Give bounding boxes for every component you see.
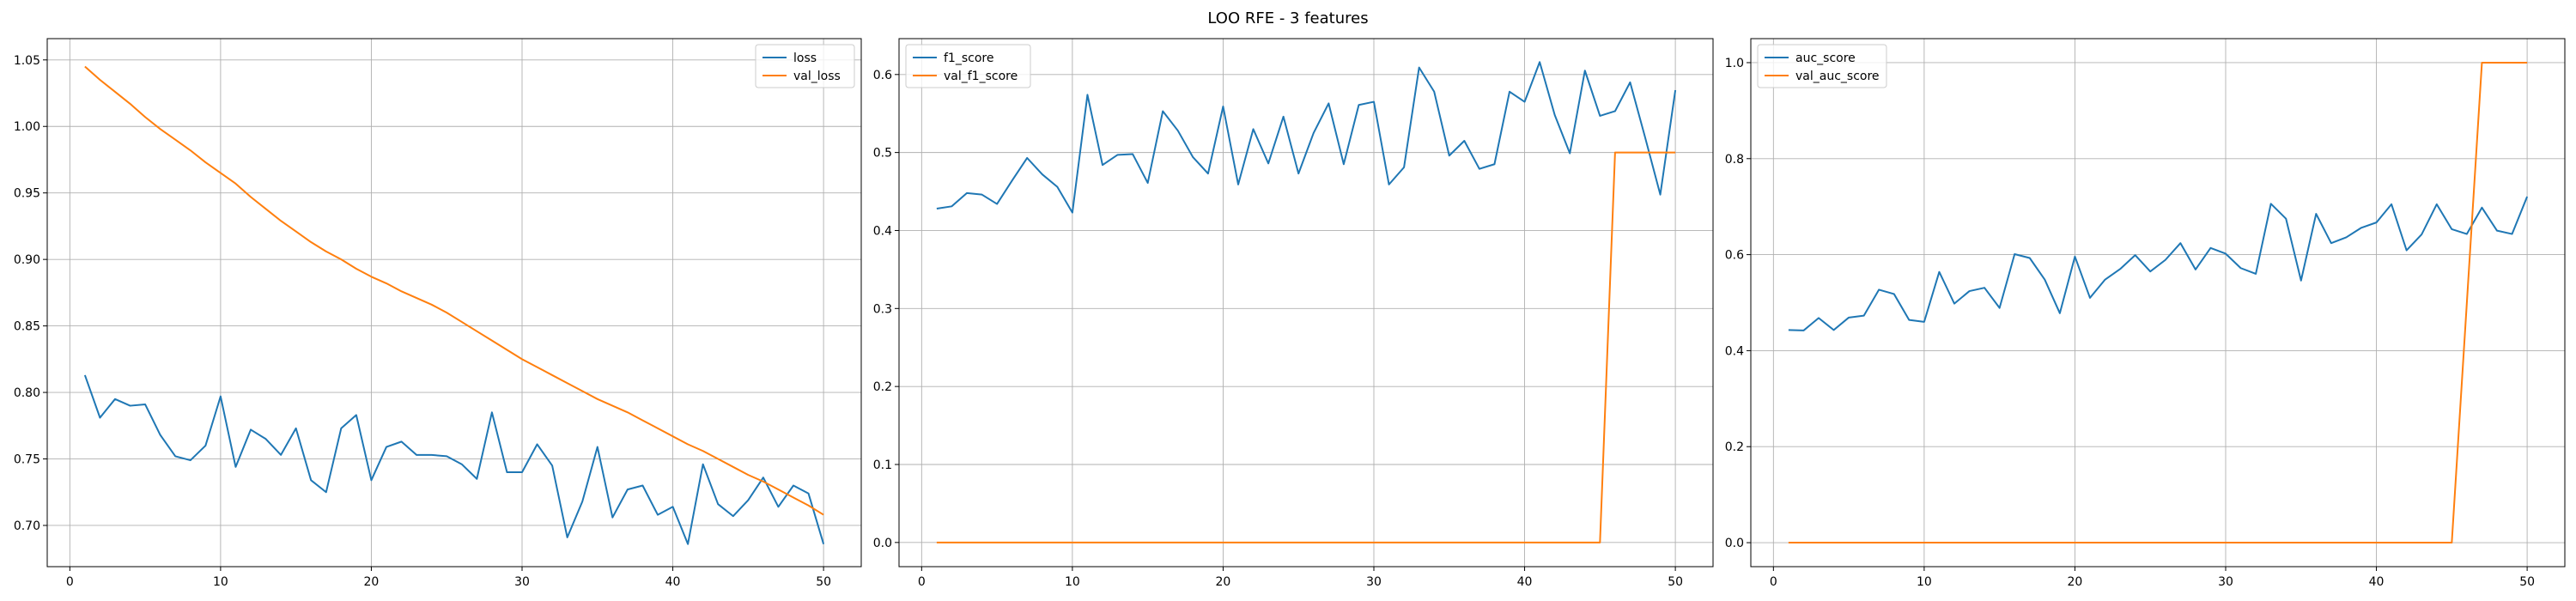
y-tick-label: 1.00: [14, 120, 40, 134]
y-tick-label: 0.70: [14, 519, 40, 533]
x-tick-label: 40: [665, 575, 681, 589]
y-tick-label: 0.8: [1725, 153, 1744, 167]
y-tick-label: 0.0: [873, 537, 892, 550]
x-tick-label: 50: [2519, 575, 2535, 589]
x-tick-label: 0: [918, 575, 926, 589]
x-tick-label: 40: [1517, 575, 1533, 589]
x-tick-label: 10: [1917, 575, 1932, 589]
x-tick-label: 20: [364, 575, 380, 589]
y-tick-label: 0.1: [873, 458, 892, 472]
legend-label-val_auc_score: val_auc_score: [1795, 70, 1880, 83]
legend: f1_score val_f1_score: [905, 44, 1031, 88]
y-tick-label: 0.6: [873, 69, 892, 82]
legend-label-val_loss: val_loss: [793, 70, 841, 83]
x-tick-label: 0: [1770, 575, 1777, 589]
axes-frame: [1750, 38, 2566, 568]
y-tick-label: 0.75: [14, 453, 40, 467]
y-tick-label: 0.6: [1725, 249, 1744, 263]
legend-label-f1_score: f1_score: [944, 52, 993, 65]
legend: loss val_loss: [755, 44, 855, 88]
subplot-1: 0 10 20 30 40 50 0.70 0.75 0.80 0.85 0.90 0.95 1.00 1…: [14, 38, 862, 589]
legend-label-loss: loss: [793, 52, 817, 65]
y-tick-label: 0.2: [873, 380, 892, 394]
y-tick-label: 0.90: [14, 253, 40, 267]
x-tick-label: 10: [213, 575, 228, 589]
y-tick-label: 0.4: [873, 224, 892, 238]
y-tick-label: 0.95: [14, 187, 40, 201]
x-tick-label: 30: [1366, 575, 1382, 589]
x-tick-label: 30: [514, 575, 530, 589]
x-tick-label: 40: [2369, 575, 2385, 589]
legend: auc_score val_auc_score: [1757, 44, 1887, 88]
y-tick-label: 0.3: [873, 302, 892, 316]
series-line-val_loss: [84, 65, 824, 516]
subplot-2: 0 10 20 30 40 50 0.0 0.1 0.2 0.3 0.4 0.5 0.6 f1_score…: [873, 38, 1714, 589]
legend-frame: [905, 44, 1031, 88]
series-line-f1_score: [936, 61, 1677, 214]
legend-label-auc_score: auc_score: [1795, 52, 1856, 65]
y-tick-label: 1.0: [1725, 57, 1744, 70]
y-tick-label: 0.4: [1725, 344, 1744, 358]
x-tick-label: 20: [1216, 575, 1231, 589]
y-tick-label: 0.0: [1725, 537, 1744, 550]
figure-title: LOO RFE - 3 features: [1207, 9, 1368, 27]
x-tick-label: 0: [66, 575, 74, 589]
axes-frame: [898, 38, 1714, 568]
series-line-val_f1_score: [936, 151, 1676, 543]
series-line-loss: [83, 374, 825, 545]
legend-frame: [755, 44, 855, 88]
x-tick-label: 10: [1065, 575, 1080, 589]
x-tick-label: 30: [2218, 575, 2233, 589]
x-tick-label: 50: [1668, 575, 1683, 589]
subplot-3: 0 10 20 30 40 50 0.0 0.2 0.4 0.6 0.8 1.0 auc_scoreva…: [1725, 38, 2566, 589]
legend-frame: [1757, 44, 1887, 88]
subplots: 0 10 20 30 40 500.700.750.800.850.900.951.001…: [14, 38, 2566, 589]
y-tick-label: 1.05: [14, 54, 40, 68]
y-tick-label: 0.80: [14, 386, 40, 400]
y-tick-label: 0.2: [1725, 440, 1744, 454]
y-tick-label: 0.85: [14, 320, 40, 334]
x-tick-label: 50: [816, 575, 831, 589]
series-line-auc_score: [1788, 196, 2529, 331]
legend-label-val_f1_score: val_f1_score: [944, 70, 1018, 83]
series-line-val_auc_score: [1788, 61, 2528, 544]
y-tick-label: 0.5: [873, 147, 892, 161]
x-tick-label: 20: [2068, 575, 2083, 589]
axes-frame: [46, 38, 862, 568]
